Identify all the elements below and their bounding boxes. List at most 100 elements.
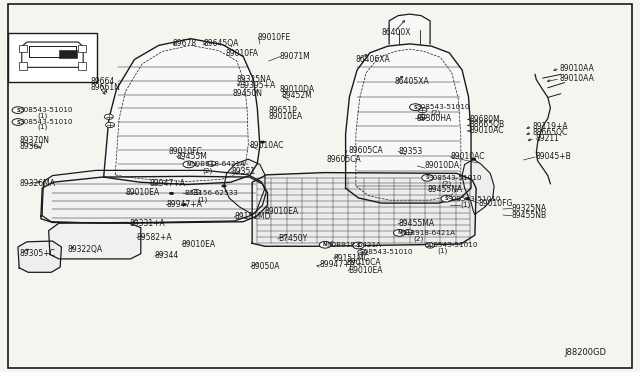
Text: S08543-51010: S08543-51010: [417, 104, 470, 110]
Text: S08543-51010: S08543-51010: [448, 196, 502, 202]
Bar: [8, 33, 97, 82]
Text: B9395+A: B9395+A: [239, 81, 276, 90]
Text: (1): (1): [461, 201, 471, 208]
Polygon shape: [49, 222, 141, 259]
Circle shape: [422, 174, 433, 181]
Text: 89344: 89344: [155, 251, 179, 260]
Text: 89010FC: 89010FC: [169, 147, 203, 155]
Text: 89452M: 89452M: [282, 92, 312, 100]
Circle shape: [418, 108, 427, 113]
Text: 86405XA: 86405XA: [395, 77, 429, 86]
Text: N: N: [187, 162, 191, 167]
Circle shape: [353, 242, 364, 249]
Text: 89071M: 89071M: [279, 52, 310, 61]
Bar: [78, 62, 86, 70]
Circle shape: [106, 122, 115, 128]
Circle shape: [104, 114, 113, 119]
Text: (2): (2): [430, 109, 440, 116]
Text: 89010AC: 89010AC: [250, 141, 284, 150]
Circle shape: [169, 192, 174, 195]
Text: 89010DA: 89010DA: [425, 161, 460, 170]
Text: (2): (2): [442, 180, 452, 187]
Circle shape: [12, 119, 24, 125]
Polygon shape: [252, 173, 476, 246]
Text: S: S: [445, 196, 449, 201]
Text: (2): (2): [202, 167, 212, 174]
Text: 89010AC: 89010AC: [470, 126, 504, 135]
Circle shape: [404, 230, 413, 235]
Text: 89050A: 89050A: [251, 262, 280, 271]
Text: 89353: 89353: [398, 147, 422, 156]
Polygon shape: [346, 44, 471, 203]
Text: 89370N: 89370N: [19, 136, 49, 145]
Circle shape: [12, 107, 24, 113]
Polygon shape: [41, 176, 268, 223]
Text: 89605CA: 89605CA: [348, 146, 383, 155]
Polygon shape: [42, 170, 266, 223]
Circle shape: [358, 250, 367, 255]
Text: 89010AC: 89010AC: [451, 153, 485, 161]
Text: S: S: [16, 119, 20, 125]
Text: S08543-51010: S08543-51010: [425, 242, 479, 248]
Text: 89010AA: 89010AA: [560, 74, 595, 83]
Circle shape: [260, 141, 265, 144]
Text: (2): (2): [413, 235, 424, 242]
Text: 89045+B: 89045+B: [535, 153, 571, 161]
Text: 89010DA: 89010DA: [279, 85, 314, 94]
Circle shape: [394, 230, 405, 236]
Circle shape: [418, 114, 427, 119]
Text: B08156-62533: B08156-62533: [184, 190, 238, 196]
Text: 86400X: 86400X: [381, 28, 411, 37]
Bar: [19, 45, 27, 52]
Text: 88665QB: 88665QB: [470, 121, 505, 129]
Text: 89119+A: 89119+A: [532, 122, 568, 131]
Text: (1): (1): [438, 247, 448, 254]
Circle shape: [221, 185, 227, 187]
Text: N0B918-6421A: N0B918-6421A: [326, 242, 381, 248]
Text: (1): (1): [37, 124, 47, 131]
Bar: [19, 62, 27, 70]
Text: 89331+A: 89331+A: [129, 219, 165, 228]
Text: 89300HA: 89300HA: [417, 114, 452, 123]
Text: 89325NA: 89325NA: [237, 75, 272, 84]
Text: S08543-51010: S08543-51010: [429, 175, 483, 181]
Text: 89305+C: 89305+C: [19, 249, 55, 258]
Text: S: S: [16, 108, 20, 113]
Text: (1): (1): [197, 196, 207, 203]
Polygon shape: [224, 159, 265, 214]
Text: 89010EA: 89010EA: [182, 240, 216, 248]
Circle shape: [471, 158, 476, 161]
Text: 89010FA: 89010FA: [226, 49, 259, 58]
Text: 89325NA: 89325NA: [512, 204, 547, 213]
Circle shape: [182, 203, 187, 206]
Text: 89351: 89351: [231, 167, 255, 176]
Text: 89455NA: 89455NA: [428, 185, 463, 194]
Polygon shape: [18, 241, 61, 272]
Text: 89010EA: 89010EA: [269, 112, 303, 121]
Text: (1): (1): [37, 112, 47, 119]
Text: 89367: 89367: [19, 142, 44, 151]
Text: 89947+A: 89947+A: [320, 260, 356, 269]
Text: 89326MA: 89326MA: [19, 179, 55, 187]
Circle shape: [207, 161, 216, 166]
Text: 89661N: 89661N: [91, 83, 121, 92]
Text: 89211: 89211: [535, 134, 559, 143]
Circle shape: [191, 189, 200, 195]
Text: N: N: [323, 242, 327, 247]
Text: 89455M: 89455M: [177, 152, 207, 161]
Text: 89664: 89664: [91, 77, 115, 86]
Text: S08543-51010: S08543-51010: [19, 107, 73, 113]
Text: S: S: [356, 243, 360, 248]
Text: N0B918-6421A: N0B918-6421A: [190, 161, 245, 167]
Text: 89010EA: 89010EA: [125, 188, 159, 197]
Text: B7450Y: B7450Y: [278, 234, 307, 243]
Text: 89651P: 89651P: [269, 106, 298, 115]
Circle shape: [410, 104, 421, 110]
Text: 89947+A: 89947+A: [166, 200, 202, 209]
Text: 89151MD: 89151MD: [234, 212, 271, 221]
Circle shape: [183, 161, 195, 168]
Text: 88665QC: 88665QC: [532, 128, 568, 137]
Polygon shape: [462, 159, 494, 214]
Circle shape: [354, 243, 363, 248]
Bar: [78, 45, 86, 52]
